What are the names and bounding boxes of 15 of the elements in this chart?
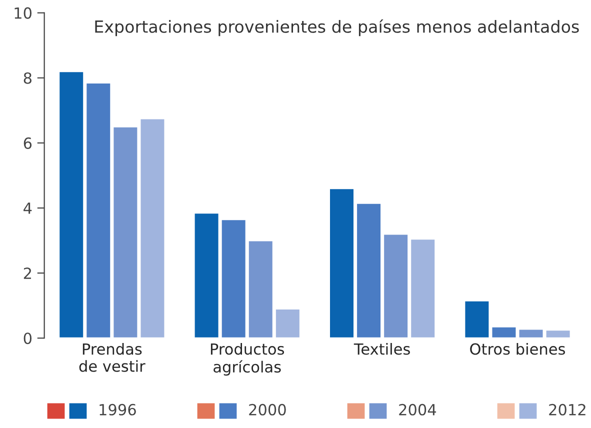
x-tick-label: Prendas de vestir — [79, 342, 146, 372]
y-tick-label: 4 — [24, 202, 32, 214]
y-tick-label: 6 — [24, 137, 32, 149]
y-tick-label: 0 — [24, 332, 32, 344]
legend-label: 2012 — [549, 404, 586, 416]
x-tick-label: Productos agrícolas — [210, 342, 284, 376]
legend-label: 2004 — [399, 404, 436, 416]
x-tick-label: Textiles — [354, 342, 410, 355]
y-tick-label: 2 — [24, 268, 31, 279]
y-tick-label: 8 — [24, 72, 32, 84]
legend-label: 1996 — [100, 404, 136, 416]
y-tick-label: 10 — [14, 7, 32, 19]
x-tick-label: Otros bienes — [470, 342, 565, 355]
chart-title: Exportaciones provenientes de países menos adelantados — [95, 19, 579, 36]
legend-label: 2000 — [249, 404, 286, 416]
